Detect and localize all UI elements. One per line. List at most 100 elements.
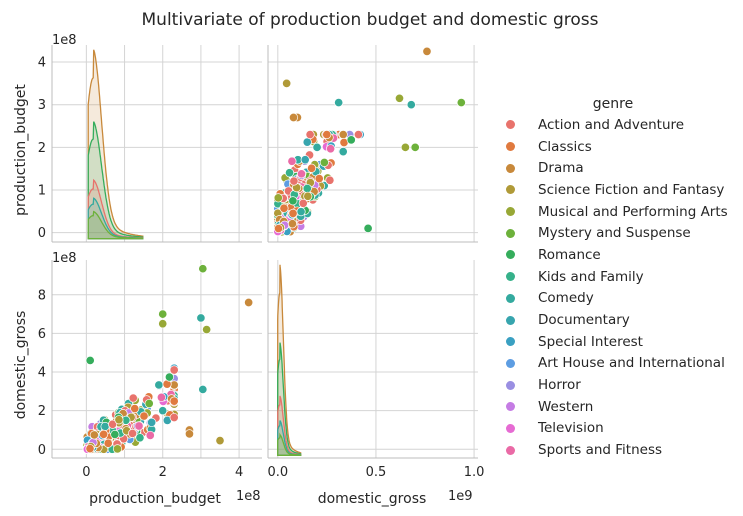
kde-gross-romance [277, 342, 302, 456]
legend-marker [506, 445, 515, 455]
scatter-point [130, 404, 140, 414]
scatter-point [154, 380, 164, 390]
scatter-point [273, 193, 283, 203]
scatter-point [112, 444, 123, 454]
scatter-point [144, 398, 154, 409]
legend-marker [506, 293, 515, 303]
outlier-point [312, 142, 322, 152]
scatter-point [303, 191, 313, 201]
scatter-point [307, 163, 317, 173]
x-exponent-gross: 1e9 [448, 489, 473, 504]
legend-marker [506, 337, 515, 347]
outlier-point [244, 297, 254, 308]
legend-marker [506, 142, 515, 152]
outlier-point [363, 223, 373, 233]
legend-label: Drama [538, 160, 584, 177]
kde-budget-romance [87, 121, 144, 240]
legend-entry: Mystery and Suspense [496, 222, 736, 244]
legend-entry: Documentary [496, 309, 736, 331]
chart-title: Multivariate of production budget and do… [142, 10, 599, 30]
scatter-point [338, 147, 348, 157]
scatter-point [273, 224, 284, 234]
legend-marker [506, 185, 515, 195]
x-label-production-budget: production_budget [89, 491, 221, 507]
legend-label: Western [538, 398, 594, 415]
scatter-point [289, 176, 299, 186]
legend-marker [506, 207, 515, 217]
scatter-point [139, 411, 149, 421]
scatter-point [156, 392, 166, 402]
y-tick-label-gross: 6 [38, 327, 46, 342]
outlier-point [282, 78, 292, 88]
legend-label: Romance [538, 246, 601, 263]
kde-budget-mystery-and-suspense [87, 210, 144, 240]
legend-label: Television [538, 420, 604, 437]
legend-label: Science Fiction and Fantasy [538, 181, 725, 198]
scatter-point [128, 393, 138, 403]
legend-marker [506, 228, 515, 238]
x-tick-label-gross: 0.5 [366, 465, 387, 480]
scatter-point [296, 207, 306, 217]
legend-label: Musical and Performing Arts [538, 203, 728, 220]
scatter-point [346, 135, 356, 145]
legend-marker [506, 315, 515, 325]
legend-label: Mystery and Suspense [538, 225, 691, 242]
outlier-point [202, 324, 212, 335]
scatter-point [296, 169, 307, 179]
scatter-point [135, 433, 145, 443]
outlier-point [196, 313, 206, 323]
y-tick-label-budget: 4 [38, 56, 46, 71]
legend-label: Horror [538, 377, 581, 394]
scatter-point [85, 444, 95, 454]
scatter-point [325, 175, 335, 185]
x-tick-label-budget: 2 [159, 465, 167, 480]
legend-marker [506, 402, 515, 412]
legend-label: Sports and Fitness [538, 442, 663, 459]
scatter-point [298, 198, 308, 208]
legend-entry: Drama [496, 157, 736, 179]
outlier-point [158, 309, 168, 319]
scatter-point [305, 129, 315, 140]
legend-entry: Action and Adventure [496, 114, 736, 136]
scatter-point [338, 129, 348, 140]
x-tick-label-budget: 4 [235, 465, 243, 480]
legend-entry: Sports and Fitness [496, 439, 736, 461]
kde-gross-mystery-and-suspense [277, 432, 302, 456]
legend-entry: Kids and Family [496, 266, 736, 288]
scatter-point [114, 415, 124, 425]
legend-marker [506, 120, 515, 130]
legend-label: Special Interest [538, 333, 643, 350]
scatter-point [287, 219, 297, 229]
outlier-point [406, 100, 416, 110]
scatter-point [100, 421, 110, 431]
legend-entry: Television [496, 418, 736, 440]
y-tick-label-gross: 4 [38, 366, 46, 381]
scatter-gross-vs-budget [82, 264, 254, 454]
y-label-domestic-gross: domestic_gross [13, 311, 29, 420]
scatter-point [353, 129, 363, 140]
legend-label: Documentary [538, 312, 630, 329]
legend-label: Comedy [538, 290, 594, 307]
kde-gross-drama [277, 264, 302, 456]
legend-entry: Special Interest [496, 331, 736, 353]
outlier-point [422, 46, 432, 56]
y-tick-label-budget: 2 [38, 141, 46, 156]
y-label-production-budget: production_budget [13, 84, 29, 216]
scatter-point [288, 208, 298, 218]
scatter-point [302, 137, 312, 147]
legend-label: Classics [538, 138, 592, 155]
outlier-point [215, 436, 225, 446]
scatter-point [110, 429, 120, 440]
scatter-point [134, 421, 144, 431]
y-tick-label-gross: 0 [38, 443, 46, 458]
y-tick-label-budget: 3 [38, 98, 46, 113]
scatter-point [164, 372, 174, 382]
legend-entry: Art House and International [496, 353, 736, 375]
scatter-point [287, 156, 297, 166]
y-exponent-bottom: 1e8 [52, 251, 77, 266]
legend-entry: Comedy [496, 288, 736, 310]
scatter-point [169, 365, 179, 375]
scatter-point [314, 174, 324, 184]
y-tick-label-budget: 0 [38, 226, 46, 241]
